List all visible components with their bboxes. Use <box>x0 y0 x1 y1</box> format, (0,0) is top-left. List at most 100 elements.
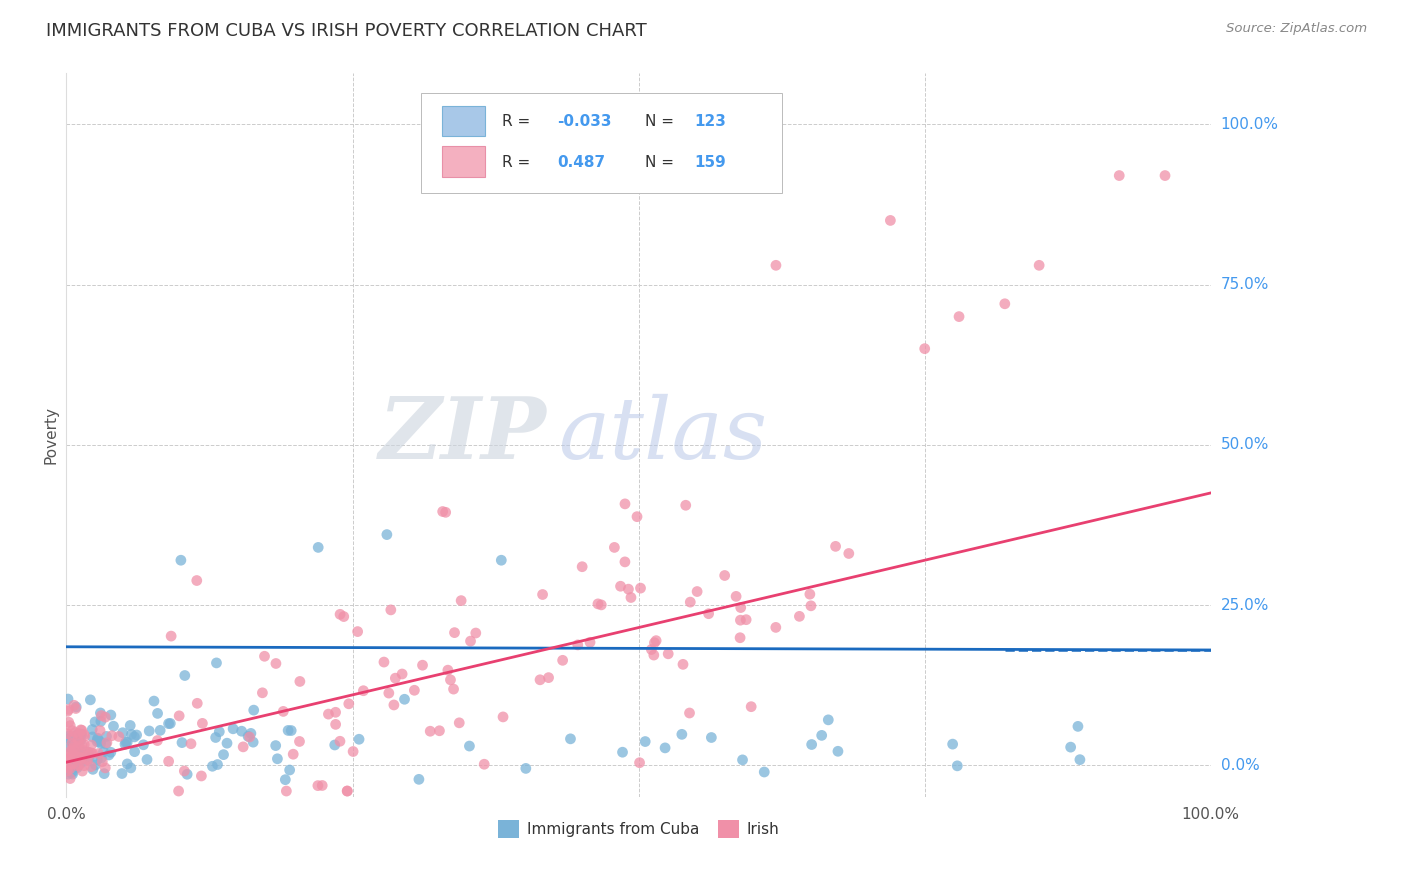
Point <box>66 727 89 741</box>
Point <box>311 779 333 793</box>
Point <box>382 698 405 712</box>
Point <box>73 738 96 752</box>
Point <box>86 732 108 747</box>
Point <box>73 758 96 772</box>
Point <box>59 765 82 780</box>
Point <box>434 505 457 519</box>
Point <box>620 591 643 605</box>
Point <box>70 728 93 742</box>
Point <box>686 584 709 599</box>
Point <box>735 613 758 627</box>
Point <box>58 729 80 743</box>
Point <box>253 649 276 664</box>
Point <box>318 707 340 722</box>
Point <box>160 629 183 643</box>
Point <box>1067 719 1090 733</box>
Point <box>73 727 96 741</box>
FancyBboxPatch shape <box>441 146 485 177</box>
Point <box>72 755 94 769</box>
Point <box>560 731 582 746</box>
Point <box>66 761 89 775</box>
Point <box>288 674 311 689</box>
Point <box>82 730 104 744</box>
Point <box>75 752 97 766</box>
Point <box>62 746 84 760</box>
Text: 159: 159 <box>695 154 727 169</box>
Point <box>58 767 80 781</box>
Point <box>731 753 754 767</box>
Point <box>323 738 346 752</box>
Point <box>657 647 679 661</box>
Point <box>84 758 107 772</box>
Point <box>186 574 208 588</box>
Point <box>609 579 631 593</box>
Point <box>80 746 103 760</box>
Point <box>342 744 364 758</box>
Point <box>63 725 86 739</box>
Point <box>614 497 637 511</box>
Point <box>551 653 574 667</box>
Point <box>380 603 402 617</box>
Point <box>84 714 107 729</box>
Point <box>108 730 131 744</box>
Point <box>62 767 84 781</box>
Point <box>60 756 83 771</box>
Point <box>640 642 662 657</box>
Point <box>120 761 142 775</box>
Point <box>375 527 398 541</box>
Point <box>59 772 82 786</box>
Point <box>432 504 454 518</box>
Point <box>1059 740 1081 755</box>
Point <box>60 730 83 744</box>
Point <box>73 729 96 743</box>
Point <box>114 737 136 751</box>
Point <box>450 593 472 607</box>
Point <box>191 716 214 731</box>
Point <box>96 730 118 744</box>
Point <box>412 658 434 673</box>
Point <box>56 761 79 775</box>
Point <box>56 764 79 778</box>
Point <box>125 728 148 742</box>
Point <box>603 541 626 555</box>
Point <box>628 756 651 770</box>
Point <box>77 745 100 759</box>
Point <box>274 772 297 787</box>
Point <box>173 668 195 682</box>
Point <box>458 739 481 753</box>
Point <box>347 732 370 747</box>
Text: 25.0%: 25.0% <box>1220 598 1268 613</box>
Point <box>70 727 93 741</box>
Point <box>643 648 665 662</box>
Point <box>77 749 100 764</box>
Point <box>180 737 202 751</box>
Point <box>586 597 609 611</box>
Point <box>838 547 860 561</box>
Text: atlas: atlas <box>558 394 768 476</box>
Point <box>277 723 299 738</box>
Point <box>70 738 93 752</box>
Point <box>93 766 115 780</box>
Text: IMMIGRANTS FROM CUBA VS IRISH POVERTY CORRELATION CHART: IMMIGRANTS FROM CUBA VS IRISH POVERTY CO… <box>46 22 647 40</box>
Point <box>201 759 224 773</box>
Point <box>143 694 166 708</box>
Point <box>72 764 94 778</box>
Point <box>827 744 849 758</box>
Text: 50.0%: 50.0% <box>1220 437 1268 452</box>
Point <box>58 715 80 730</box>
Point <box>429 723 451 738</box>
Text: ZIP: ZIP <box>380 393 547 477</box>
Point <box>942 737 965 751</box>
Point <box>56 704 79 718</box>
Point <box>378 686 401 700</box>
Point <box>66 734 89 748</box>
Point <box>115 735 138 749</box>
Text: R =: R = <box>502 154 536 169</box>
Point <box>186 696 208 710</box>
Point <box>591 598 613 612</box>
Point <box>69 744 91 758</box>
Point <box>124 745 146 759</box>
Point <box>800 599 823 613</box>
Point <box>643 636 665 650</box>
Point <box>645 633 668 648</box>
